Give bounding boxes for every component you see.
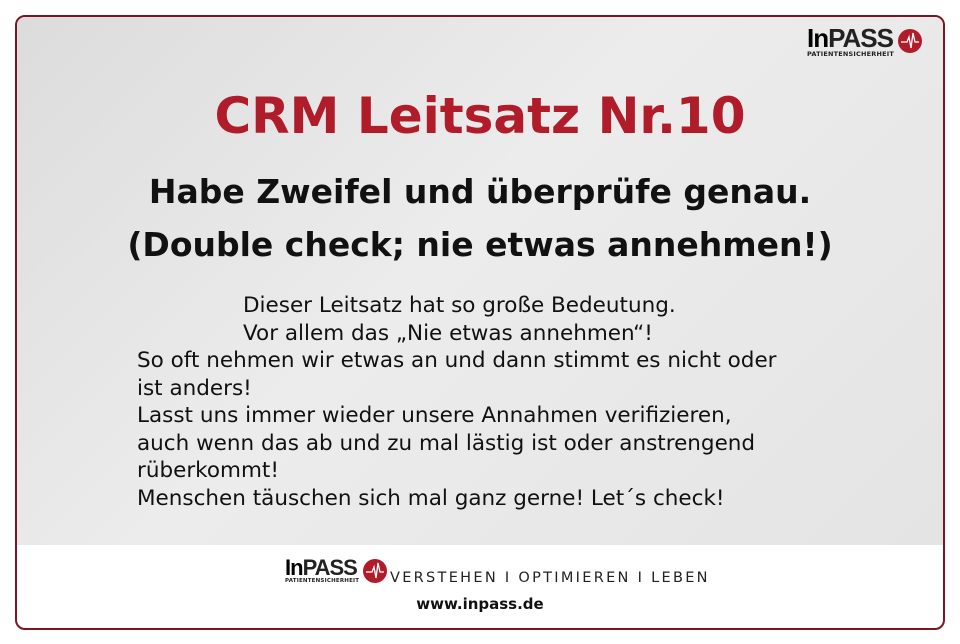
heartbeat-icon bbox=[363, 558, 388, 583]
poster-frame: InPASS PATIENTENSICHERHEIT CRM Leitsatz N… bbox=[15, 15, 945, 630]
body-line: auch wenn das ab und zu mal lästig ist o… bbox=[137, 430, 756, 456]
inpass-logo-footer: InPASS PATIENTENSICHERHEIT bbox=[285, 557, 388, 585]
body-line: Vor allem das „Nie etwas annehmen“! bbox=[243, 320, 653, 346]
body-line: Menschen täuschen sich mal ganz gerne! L… bbox=[137, 485, 725, 511]
inpass-logo-top: InPASS PATIENTENSICHERHEIT bbox=[807, 25, 923, 58]
body-text: Dieser Leitsatz hat so große Bedeutung. … bbox=[137, 292, 897, 512]
body-line: ist anders! bbox=[137, 375, 252, 401]
footer-url[interactable]: www.inpass.de bbox=[416, 595, 544, 613]
content-panel: InPASS PATIENTENSICHERHEIT CRM Leitsatz N… bbox=[17, 17, 943, 545]
body-line: Lasst uns immer wieder unsere Annahmen v… bbox=[137, 403, 732, 428]
subtitle-line-2: (Double check; nie etwas annehmen!) bbox=[127, 225, 833, 264]
subtitle-line-1: Habe Zweifel und überprüfe genau. bbox=[148, 172, 812, 211]
body-line: rüberkommt! bbox=[137, 458, 279, 483]
footer-slogan: VERSTEHEN I OPTIMIEREN I LEBEN bbox=[390, 570, 710, 586]
body-line: Dieser Leitsatz hat so große Bedeutung. bbox=[243, 293, 676, 318]
body-line: So oft nehmen wir etwas an und dann stim… bbox=[137, 348, 777, 373]
heartbeat-icon bbox=[898, 29, 923, 54]
page-title: CRM Leitsatz Nr.10 bbox=[214, 87, 746, 145]
